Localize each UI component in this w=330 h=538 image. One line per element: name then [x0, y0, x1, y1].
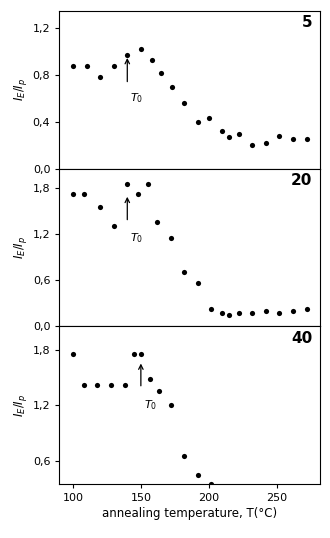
Point — [154, 218, 160, 226]
Point — [263, 487, 268, 496]
Point — [220, 127, 225, 136]
Point — [148, 375, 153, 384]
Point — [263, 307, 268, 315]
Point — [149, 55, 154, 64]
Point — [304, 135, 309, 144]
Point — [249, 308, 255, 317]
Point — [249, 141, 255, 150]
Point — [182, 268, 187, 277]
Point — [304, 486, 309, 495]
Text: 40: 40 — [291, 331, 312, 346]
Point — [182, 99, 187, 108]
Point — [236, 486, 241, 495]
Y-axis label: $I_E/I_p$: $I_E/I_p$ — [12, 78, 29, 101]
Point — [111, 61, 116, 70]
Point — [304, 305, 309, 314]
Point — [168, 401, 173, 409]
Point — [122, 380, 127, 389]
Point — [159, 68, 164, 77]
Point — [136, 190, 141, 199]
Point — [168, 233, 173, 242]
Point — [209, 305, 214, 314]
Point — [170, 82, 175, 91]
Point — [226, 133, 232, 141]
Point — [236, 129, 241, 138]
Point — [195, 471, 201, 479]
Point — [277, 308, 282, 317]
Point — [81, 380, 86, 389]
Point — [182, 452, 187, 461]
Point — [290, 307, 296, 315]
Point — [206, 114, 212, 123]
Point — [195, 117, 201, 126]
Text: 5: 5 — [302, 16, 312, 31]
Text: $T_0$: $T_0$ — [144, 399, 157, 412]
Point — [145, 180, 150, 188]
Point — [70, 350, 76, 358]
Point — [249, 489, 255, 498]
Point — [108, 380, 114, 389]
Point — [290, 486, 296, 495]
Point — [195, 278, 201, 287]
Point — [277, 131, 282, 140]
Point — [138, 45, 144, 54]
Point — [125, 180, 130, 188]
Point — [70, 61, 76, 70]
Point — [95, 380, 100, 389]
Point — [277, 487, 282, 496]
Point — [243, 489, 248, 498]
Point — [138, 350, 144, 358]
Point — [263, 139, 268, 147]
Point — [131, 350, 137, 358]
X-axis label: annealing temperature, T(°C): annealing temperature, T(°C) — [102, 507, 277, 520]
Point — [236, 308, 241, 317]
Point — [97, 203, 103, 211]
Text: 20: 20 — [291, 173, 312, 188]
Point — [226, 486, 232, 495]
Point — [111, 222, 116, 231]
Point — [97, 73, 103, 82]
Point — [220, 485, 225, 493]
Text: $T_0$: $T_0$ — [130, 91, 143, 105]
Point — [81, 190, 86, 199]
Point — [70, 190, 76, 199]
Point — [156, 387, 161, 395]
Y-axis label: $I_E/I_p$: $I_E/I_p$ — [12, 236, 29, 259]
Y-axis label: $I_E/I_p$: $I_E/I_p$ — [12, 394, 29, 417]
Point — [125, 51, 130, 60]
Text: $T_0$: $T_0$ — [130, 231, 143, 245]
Point — [226, 310, 232, 319]
Point — [209, 480, 214, 489]
Point — [84, 61, 89, 70]
Point — [290, 135, 296, 144]
Point — [220, 308, 225, 317]
